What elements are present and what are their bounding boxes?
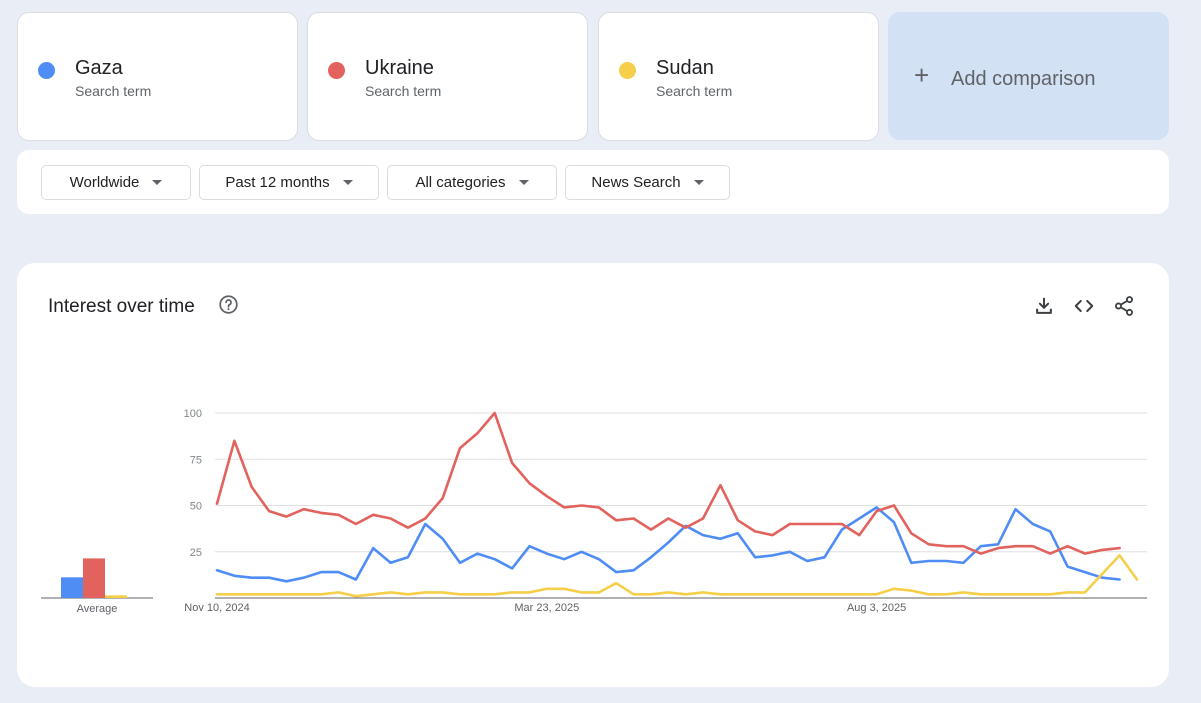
- time-range-dropdown-label: Past 12 months: [225, 174, 330, 191]
- term-subtitle: Search term: [75, 83, 152, 99]
- add-comparison-label: Add comparison: [951, 68, 1096, 90]
- caret-down-icon: [152, 180, 163, 185]
- caret-down-icon: [693, 180, 704, 185]
- average-bar-chart: Average: [41, 558, 153, 615]
- series-dot-icon: [38, 62, 55, 79]
- panel-title: Interest over time: [48, 296, 195, 317]
- x-tick-label: Nov 10, 2024: [184, 602, 249, 614]
- time-range-dropdown[interactable]: Past 12 months: [199, 165, 379, 200]
- category-dropdown-label: All categories: [415, 174, 506, 191]
- share-icon[interactable]: [1113, 295, 1135, 317]
- y-tick-label: 50: [190, 501, 202, 513]
- embed-code-icon[interactable]: [1073, 295, 1095, 317]
- series-line-gaza[interactable]: [215, 506, 1121, 583]
- search-type-dropdown[interactable]: News Search: [565, 165, 730, 200]
- series-dot-icon: [328, 62, 345, 79]
- term-name: Gaza: [75, 57, 123, 79]
- series-line-sudan[interactable]: [215, 554, 1139, 598]
- y-tick-label: 100: [184, 408, 202, 420]
- term-card-sudan[interactable]: Sudan Search term: [598, 12, 879, 141]
- interest-line-chart: 25 50 75 100 Nov 10, 2024 Mar 23, 2025 Aug 3, …: [184, 408, 1147, 614]
- download-icon[interactable]: [1033, 295, 1055, 317]
- term-card-gaza[interactable]: Gaza Search term: [17, 12, 298, 141]
- term-name: Sudan: [656, 57, 714, 79]
- y-tick-label: 25: [190, 547, 202, 559]
- interest-over-time-panel: Interest over time Average 25 50 75 100 Nov …: [17, 263, 1169, 687]
- search-type-dropdown-label: News Search: [591, 174, 681, 191]
- x-tick-label: Aug 3, 2025: [847, 602, 906, 614]
- average-bar-sudan: [105, 595, 127, 598]
- average-label: Average: [77, 603, 118, 615]
- term-name: Ukraine: [365, 57, 434, 79]
- term-subtitle: Search term: [656, 83, 733, 99]
- help-circle-icon[interactable]: [218, 294, 239, 315]
- x-tick-label: Mar 23, 2025: [514, 602, 579, 614]
- term-subtitle: Search term: [365, 83, 442, 99]
- caret-down-icon: [518, 180, 529, 185]
- series-dot-icon: [619, 62, 636, 79]
- series-line-ukraine[interactable]: [215, 411, 1121, 555]
- search-terms-bar: Gaza Search term Ukraine Search term Sud…: [0, 0, 1201, 238]
- average-bar-gaza: [61, 577, 83, 598]
- plus-icon: +: [914, 60, 930, 90]
- location-dropdown-label: Worldwide: [69, 174, 140, 191]
- caret-down-icon: [342, 180, 353, 185]
- y-tick-label: 75: [190, 454, 202, 466]
- filter-bar: Worldwide Past 12 months All categories …: [17, 150, 1169, 214]
- average-bar-ukraine: [83, 558, 105, 598]
- term-card-ukraine[interactable]: Ukraine Search term: [307, 12, 588, 141]
- location-dropdown[interactable]: Worldwide: [41, 165, 191, 200]
- add-comparison-button[interactable]: + Add comparison: [888, 12, 1169, 140]
- category-dropdown[interactable]: All categories: [387, 165, 557, 200]
